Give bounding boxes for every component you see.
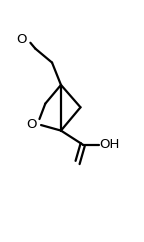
- Text: OH: OH: [99, 138, 120, 151]
- Text: O: O: [16, 33, 27, 46]
- Text: O: O: [26, 118, 37, 131]
